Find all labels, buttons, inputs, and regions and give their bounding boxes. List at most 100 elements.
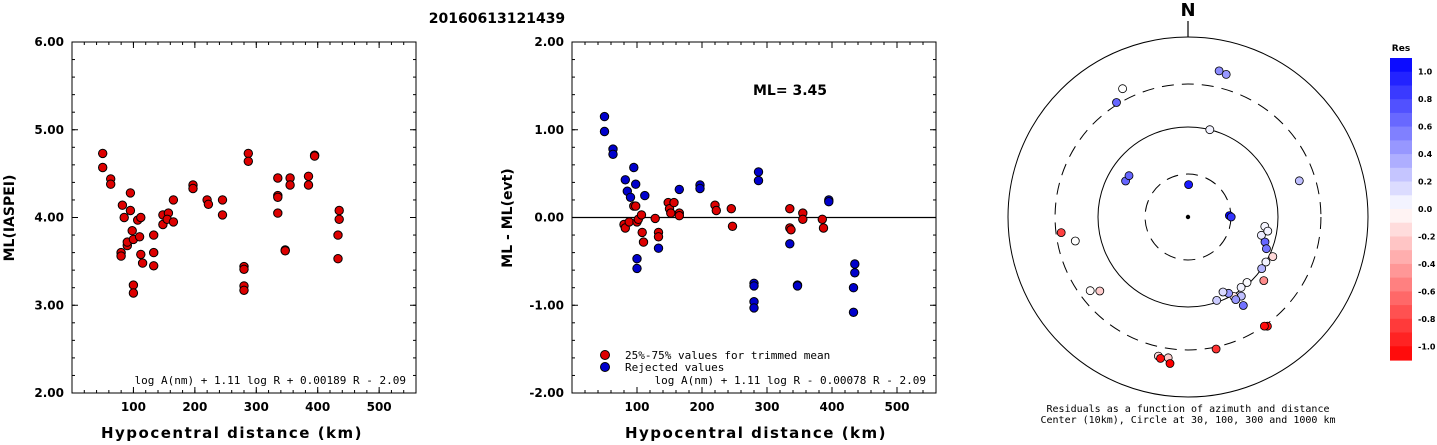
colorbar-tick-label: -0.4 [1418, 260, 1436, 269]
data-point [239, 264, 249, 274]
y-tick-label: 1.00 [534, 123, 564, 137]
colorbar-swatch [1390, 140, 1412, 155]
data-point [629, 162, 639, 173]
data-point [599, 111, 610, 122]
y-tick-label: -2.00 [529, 386, 564, 400]
data-point [674, 211, 684, 221]
data-point [850, 259, 860, 269]
legend-label-rejected: Rejected values [625, 361, 724, 374]
colorbar-tick-label: 1.0 [1418, 68, 1433, 77]
data-point [632, 263, 642, 274]
north-label: N [1180, 0, 1195, 21]
x-tick-label: 200 [689, 400, 714, 414]
colorbar-swatch [1390, 154, 1412, 169]
ml-vs-distance-plot: ML(IASPEI) Hypocentral distance (km) log… [2, 35, 417, 442]
station-point [1257, 264, 1267, 274]
y-tick-label: 2.00 [534, 35, 564, 49]
colorbar-title: Res [1392, 44, 1410, 54]
data-point [850, 268, 860, 278]
x-tick-label: 400 [819, 400, 844, 414]
data-point [149, 247, 159, 258]
data-point [818, 223, 829, 233]
legend-marker-trimmed [600, 350, 610, 360]
data-point [168, 195, 179, 205]
station-point [1261, 257, 1271, 267]
station-point [1242, 278, 1252, 287]
station-point [1212, 295, 1222, 305]
y-tick-label: -1.00 [529, 298, 564, 312]
data-point [632, 254, 642, 264]
station-point [1262, 244, 1271, 254]
circle-100km [1097, 126, 1279, 308]
ml-value-label: ML= 3.45 [753, 83, 827, 99]
data-point [785, 204, 795, 214]
colorbar-tick-label: -0.8 [1418, 315, 1436, 324]
data-point [134, 232, 145, 242]
x-tick-label: 300 [754, 400, 779, 414]
data-point [285, 180, 295, 190]
data-point [792, 281, 803, 291]
x-tick-label: 300 [244, 400, 269, 414]
colorbar-tick-label: 0.0 [1418, 205, 1433, 214]
data-point [753, 175, 764, 186]
data-point [669, 197, 679, 208]
data-point [599, 126, 610, 137]
data-point [798, 214, 808, 225]
data-point [273, 173, 283, 183]
data-point [137, 258, 148, 268]
colorbar-swatch [1390, 112, 1412, 128]
data-point [217, 210, 228, 220]
y-tick-label: 5.00 [34, 123, 64, 137]
station-point [1118, 84, 1127, 94]
circle-300km [1054, 83, 1322, 351]
p2-formula: log A(nm) + 1.11 log R - 0.00078 R - 2.0… [654, 374, 926, 387]
colorbar-swatch [1390, 236, 1412, 251]
colorbar-swatch [1390, 250, 1412, 265]
colorbar-swatch [1390, 71, 1412, 86]
x-tick-label: 200 [182, 400, 207, 414]
data-point [128, 288, 139, 298]
colorbar-swatch [1390, 181, 1412, 196]
colorbar-swatch [1390, 85, 1412, 100]
data-point [333, 254, 343, 264]
colorbar-tick-label: -0.6 [1418, 287, 1436, 296]
station-point [1238, 301, 1248, 310]
y-tick-label: 4.00 [34, 211, 64, 225]
polar-caption-line1: Residuals as a function of azimuth and d… [1047, 404, 1330, 415]
data-point [608, 149, 618, 160]
data-point [309, 151, 320, 161]
center-point [1185, 214, 1191, 220]
data-point [753, 167, 764, 177]
data-point [303, 171, 314, 182]
data-point [637, 227, 647, 238]
p1-formula: log A(nm) + 1.11 log R + 0.00189 R - 2.0… [134, 374, 406, 387]
station-point [1226, 212, 1236, 222]
azimuth-distance-plot: N Residuals as a function of azimuth and… [1007, 0, 1436, 426]
colorbar-tick-label: 0.2 [1418, 178, 1432, 187]
colorbar-tick-label: 0.8 [1418, 95, 1433, 104]
station-point [1184, 180, 1193, 190]
station-point [1221, 70, 1231, 79]
station-point [1294, 176, 1304, 186]
station-point [1263, 226, 1273, 236]
data-point [749, 281, 759, 291]
figure-title: 20160613121439 [429, 11, 565, 27]
data-point [149, 230, 159, 240]
colorbar-swatch [1390, 291, 1412, 306]
p2-xlabel: Hypocentral distance (km) [625, 424, 887, 441]
station-point [1124, 171, 1134, 181]
data-point [653, 243, 664, 253]
data-point [203, 199, 214, 210]
residual-vs-distance-plot: ML - ML(evt) Hypocentral distance (km) M… [500, 35, 937, 442]
x-tick-label: 500 [367, 400, 392, 414]
colorbar-swatch [1390, 58, 1412, 73]
colorbar-swatch [1390, 277, 1412, 292]
data-point [239, 285, 249, 295]
y-tick-label: 3.00 [34, 298, 64, 312]
y-tick-label: 6.00 [34, 35, 64, 49]
data-point [243, 156, 254, 167]
data-point [631, 201, 641, 211]
data-point [333, 230, 343, 240]
station-point [1095, 286, 1105, 296]
